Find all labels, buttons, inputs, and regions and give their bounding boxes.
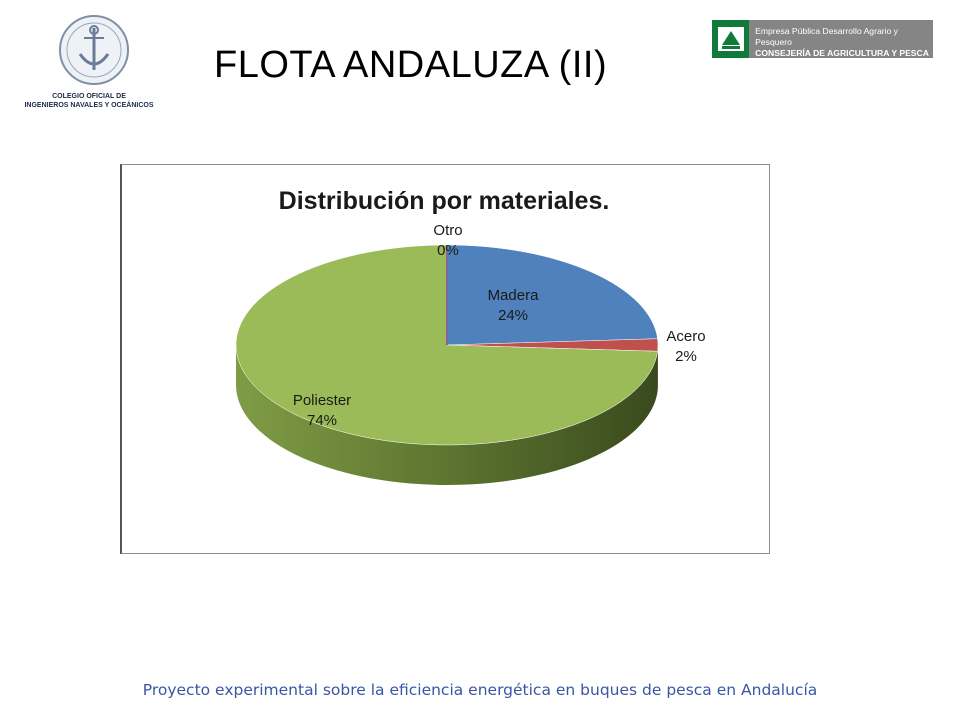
slice-label-acero: Acero	[666, 328, 705, 345]
slice-label-poliester: Poliester	[293, 392, 351, 409]
college-logo: COLEGIO OFICIAL DE INGENIEROS NAVALES Y …	[14, 10, 164, 110]
pie-slice-madera	[446, 244, 658, 346]
footer-text: Proyecto experimental sobre la eficienci…	[142, 681, 818, 699]
college-caption-line2: INGENIEROS NAVALES Y OCEÁNICOS	[24, 102, 154, 109]
junta-andalucia-icon	[712, 20, 750, 58]
agency-line1: Empresa Pública Desarrollo Agrario y Pes…	[755, 26, 898, 47]
slice-value-acero: 2%	[675, 348, 697, 365]
slice-label-otro: Otro	[433, 222, 462, 239]
slice-value-otro: 0%	[437, 242, 459, 259]
chart-title: Distribución por materiales.	[279, 187, 610, 215]
slice-value-madera: 24%	[498, 307, 528, 324]
college-caption-line1: COLEGIO OFICIAL DE	[52, 93, 126, 100]
slice-label-madera: Madera	[488, 287, 540, 304]
slice-value-poliester: 74%	[307, 412, 337, 429]
pie-side-poliester	[236, 345, 658, 485]
chart-frame: Distribución por materiales. Madera 24% Ac…	[120, 164, 770, 554]
pie-chart: Distribución por materiales. Madera 24% Ac…	[235, 187, 706, 485]
college-seal-icon	[59, 15, 129, 85]
agency-logo: Empresa Pública Desarrollo Agrario y Pes…	[712, 20, 933, 58]
page-title: FLOTA ANDALUZA (II)	[214, 44, 608, 86]
agency-line2: CONSEJERÍA DE AGRICULTURA Y PESCA	[755, 48, 929, 58]
